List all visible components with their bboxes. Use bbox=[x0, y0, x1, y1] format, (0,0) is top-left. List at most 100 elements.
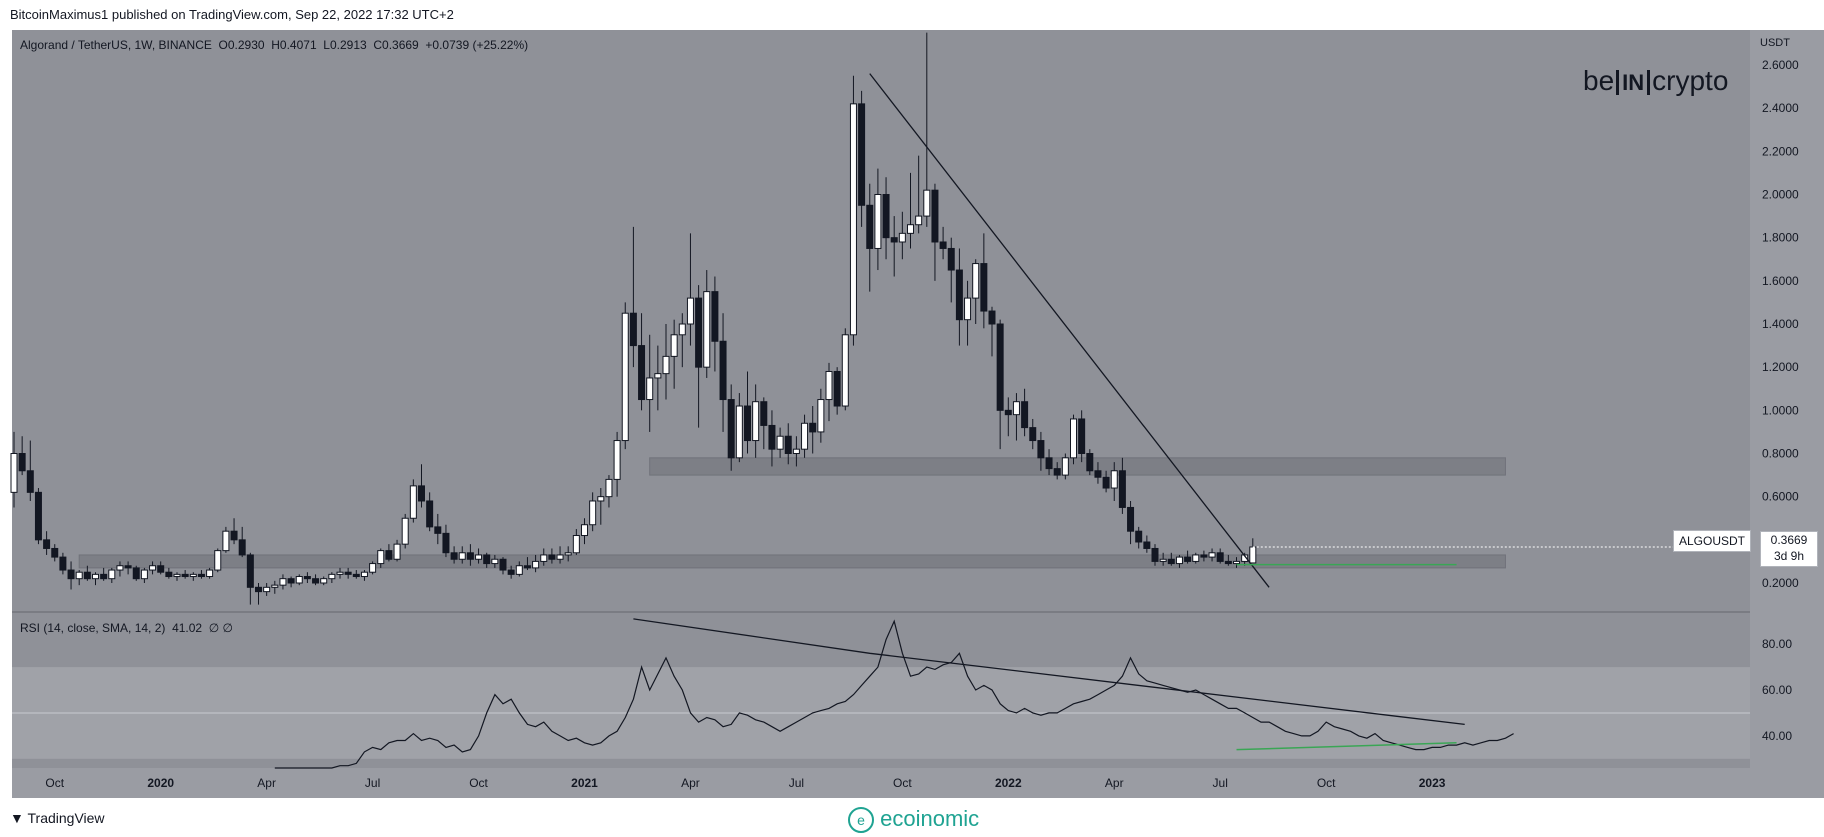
candle-body bbox=[980, 263, 988, 312]
candle-body bbox=[939, 241, 947, 249]
candle-body bbox=[817, 399, 825, 433]
candle-body bbox=[51, 547, 59, 558]
candle-body bbox=[426, 500, 434, 528]
tradingview-logo[interactable]: ▼ TradingView bbox=[10, 810, 105, 826]
logo-in-text: IN bbox=[1616, 70, 1651, 95]
rsi-support-line bbox=[1236, 742, 1457, 751]
time-tick-label: Apr bbox=[681, 776, 700, 790]
candle-body bbox=[548, 554, 556, 560]
axis-unit: USDT bbox=[1760, 37, 1790, 49]
candle-body bbox=[1037, 440, 1045, 459]
candle-body bbox=[915, 215, 923, 226]
candle-body bbox=[393, 543, 401, 560]
candle-body bbox=[752, 401, 760, 442]
price-tick-label: 0.8000 bbox=[1762, 447, 1799, 461]
time-tick-label: 2021 bbox=[571, 776, 598, 790]
horizontal-zone bbox=[78, 554, 1506, 569]
candle-body bbox=[222, 530, 230, 552]
candle-body bbox=[385, 550, 393, 560]
candle-body bbox=[955, 269, 963, 321]
pane-separator bbox=[12, 611, 1750, 613]
candle-body bbox=[523, 565, 531, 569]
time-tick-label: Jul bbox=[789, 776, 804, 790]
last-price-value: 0.3669 bbox=[1770, 533, 1808, 547]
candle-body bbox=[597, 496, 605, 502]
candle-body bbox=[654, 373, 662, 379]
price-tick-label: 2.2000 bbox=[1762, 144, 1799, 158]
candle-body bbox=[173, 573, 181, 578]
candle-body bbox=[83, 571, 91, 580]
candle-body bbox=[1053, 468, 1061, 476]
candle-body bbox=[613, 440, 621, 480]
rsi-extra: ∅ ∅ bbox=[208, 621, 234, 635]
candle-body bbox=[890, 237, 898, 243]
candle-body bbox=[10, 453, 18, 493]
candle-body bbox=[43, 539, 51, 549]
candle-body bbox=[67, 569, 75, 580]
candle-body bbox=[1012, 401, 1020, 416]
rsi-tick-label: 80.00 bbox=[1762, 637, 1792, 651]
candle-body bbox=[458, 552, 466, 560]
close-label: C bbox=[373, 38, 383, 52]
candle-body bbox=[206, 569, 214, 578]
close-value: 0.3669 bbox=[382, 38, 419, 52]
candle-body bbox=[972, 263, 980, 299]
candle-body bbox=[1045, 457, 1053, 470]
candle-body bbox=[1233, 560, 1240, 565]
candle-body bbox=[108, 569, 116, 580]
candle-body bbox=[26, 470, 34, 493]
candle-body bbox=[230, 530, 238, 541]
candle-body bbox=[898, 232, 906, 243]
time-tick-label: Oct bbox=[45, 776, 64, 790]
candle-body bbox=[874, 194, 882, 249]
candle-body bbox=[825, 370, 833, 401]
price-axis-bg bbox=[1750, 30, 1824, 798]
candle-body bbox=[336, 571, 344, 575]
candle-body bbox=[581, 524, 588, 537]
candle-body bbox=[572, 535, 580, 554]
time-tick-label: Apr bbox=[257, 776, 276, 790]
candle-body bbox=[401, 517, 409, 545]
candle-body bbox=[263, 586, 271, 593]
tradingview-text: TradingView bbox=[27, 810, 105, 826]
symbol-legend: Algorand / TetherUS, 1W, BINANCE O0.2930… bbox=[20, 38, 528, 52]
candle-body bbox=[189, 573, 197, 578]
candle-body bbox=[964, 297, 972, 321]
publisher-text: BitcoinMaximus1 published on TradingView… bbox=[10, 7, 454, 22]
candle-body bbox=[499, 558, 507, 571]
candle-body bbox=[197, 573, 205, 578]
grid bbox=[12, 30, 1824, 798]
candle-body bbox=[1004, 409, 1012, 416]
candle-body bbox=[629, 312, 637, 347]
candle-body bbox=[271, 584, 279, 588]
candle-body bbox=[784, 435, 792, 455]
candle-body bbox=[409, 485, 417, 519]
candle-body bbox=[214, 550, 222, 571]
time-tick-label: Jul bbox=[1213, 776, 1228, 790]
candle-body bbox=[255, 586, 262, 593]
time-axis-bg bbox=[12, 768, 1824, 798]
candle-body bbox=[442, 532, 450, 554]
ecoinomic-text: ecoinomic bbox=[880, 806, 980, 831]
candle-body bbox=[882, 194, 890, 239]
candle-body bbox=[1151, 547, 1159, 562]
candle-body bbox=[858, 103, 866, 206]
rsi-trendline bbox=[633, 618, 1465, 726]
horizontal-zone bbox=[649, 457, 1506, 476]
price-tick-label: 1.0000 bbox=[1762, 403, 1799, 417]
candle-body bbox=[1167, 558, 1175, 565]
candle-body bbox=[695, 297, 703, 368]
candle-body bbox=[100, 573, 108, 580]
candle-body bbox=[157, 565, 165, 573]
candle-body bbox=[18, 453, 26, 472]
candle-body bbox=[466, 552, 474, 560]
candle-body bbox=[1021, 401, 1029, 429]
candle-body bbox=[621, 312, 629, 442]
time-tick-label: Apr bbox=[1105, 776, 1124, 790]
high-label: H bbox=[271, 38, 280, 52]
ecoinomic-icon: e bbox=[848, 807, 874, 834]
candle-body bbox=[287, 578, 295, 584]
candle-body bbox=[1208, 552, 1216, 558]
time-tick-label: Oct bbox=[1317, 776, 1336, 790]
